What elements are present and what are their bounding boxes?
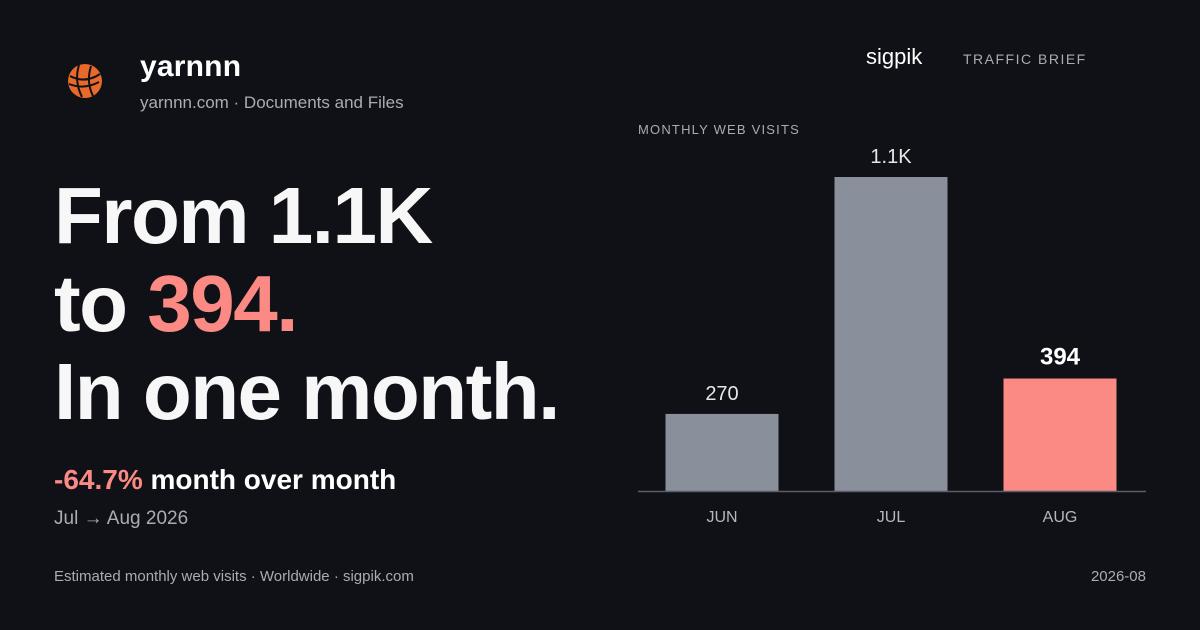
headline: From 1.1K to 394. In one month. — [54, 171, 560, 436]
x-tick-label-aug: AUG — [1043, 509, 1078, 526]
headline-accent-value: 394. — [147, 259, 298, 348]
headline-line-1: From 1.1K — [54, 171, 433, 260]
change-summary: -64.7% month over month — [54, 464, 396, 496]
footer-source-note: Estimated monthly web visits · Worldwide… — [54, 568, 414, 585]
bar-jun — [665, 413, 779, 491]
brand-name: yarnnn — [140, 50, 242, 83]
x-tick-label-jul: JUL — [877, 509, 906, 526]
yarn-ball-icon — [68, 64, 102, 98]
source-tag: TRAFFIC BRIEF — [963, 51, 1087, 67]
headline-line-3: In one month. — [54, 347, 560, 436]
chart-title: MONTHLY WEB VISITS — [638, 122, 800, 137]
brand-subtitle: yarnnn.com · Documents and Files — [140, 93, 404, 112]
change-label: month over month — [142, 464, 397, 495]
change-period: Jul → Aug 2026 — [54, 508, 189, 529]
change-percent: -64.7% — [54, 464, 143, 495]
x-tick-label-jun: JUN — [706, 509, 737, 526]
headline-line-2-prefix: to — [54, 259, 148, 348]
bar-aug — [1003, 378, 1117, 491]
bar-value-label-aug: 394 — [1040, 344, 1081, 371]
headline-line-2: to 394. — [54, 260, 559, 348]
bar-value-label-jul: 1.1K — [870, 146, 912, 168]
bar-jul — [834, 177, 948, 491]
source-brand: sigpik — [866, 44, 923, 69]
footer-date: 2026-08 — [1090, 568, 1146, 585]
bar-value-label-jun: 270 — [705, 383, 738, 405]
